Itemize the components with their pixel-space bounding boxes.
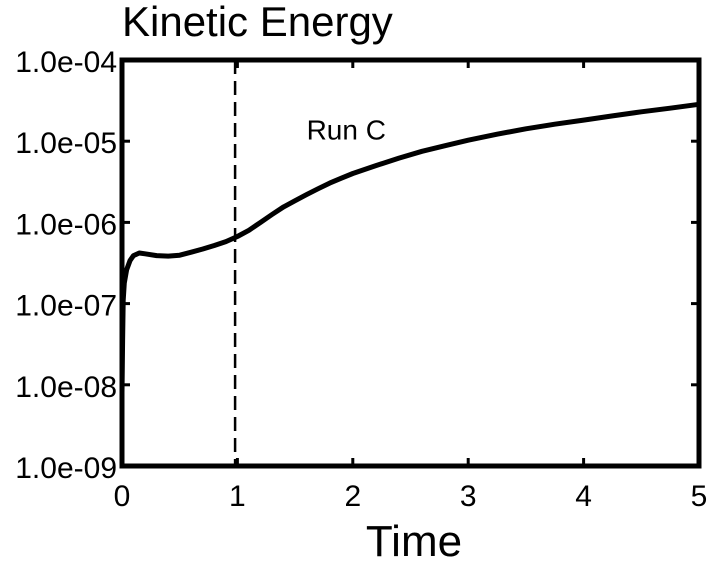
y-tick-label: 1.0e-06 [15,208,117,241]
x-tick-label: 2 [344,480,361,513]
x-tick-label: 0 [114,480,131,513]
plot-frame [119,57,702,469]
x-tick-label: 5 [691,480,708,513]
x-tick-label: 4 [575,480,592,513]
x-axis-label: Time [366,517,462,561]
x-tick-label: 3 [460,480,477,513]
y-tick-label: 1.0e-09 [15,452,117,485]
annotation-run-c: Run C [307,114,386,145]
y-tick-label: 1.0e-07 [15,290,117,323]
x-tick-labels: 0 1 2 3 4 5 [114,480,708,513]
x-tick-label: 1 [229,480,246,513]
chart-title: Kinetic Energy [122,0,393,45]
y-tick-label: 1.0e-04 [15,46,117,79]
y-tick-label: 1.0e-08 [15,371,117,404]
y-tick-labels: 1.0e-09 1.0e-08 1.0e-07 1.0e-06 1.0e-05 1.0e-… [15,46,117,485]
series-line-run-c [119,101,702,396]
axis-ticks [120,58,701,468]
y-tick-label: 1.0e-05 [15,127,117,160]
